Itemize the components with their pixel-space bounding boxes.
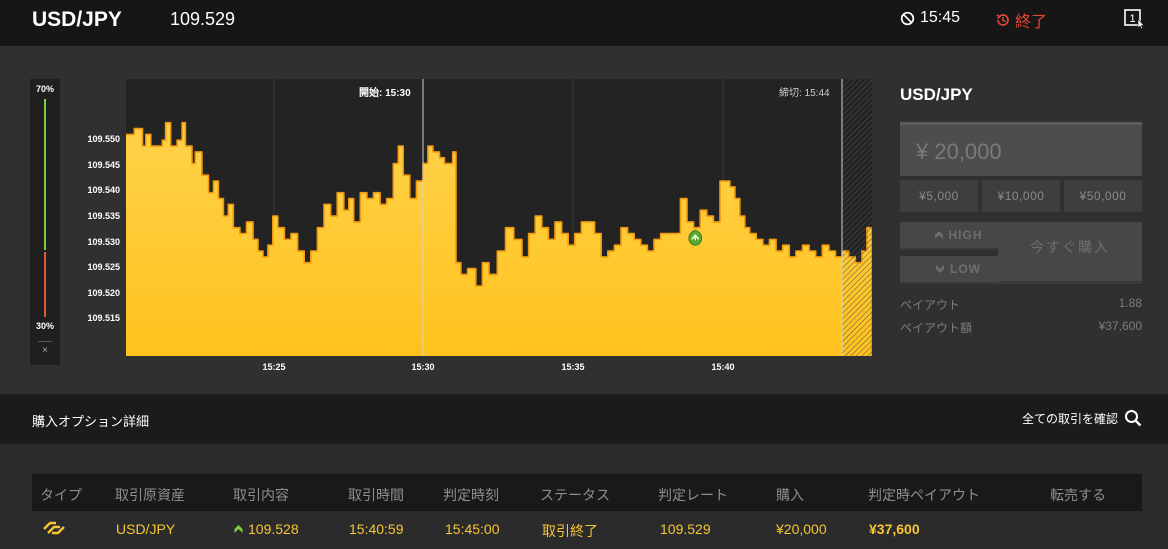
asset-cell: USD/JPY	[116, 521, 176, 537]
table-row[interactable]: USD/JPY 109.528 15:40:59 15:45:00 取引終了 1…	[32, 511, 1142, 549]
column-header: ステータス	[540, 487, 610, 503]
current-rate: 109.529	[170, 9, 236, 29]
prohibited-clock-icon	[900, 11, 915, 25]
payout-amount-row: ペイアウト額 ¥37,600	[900, 319, 1142, 336]
status-cell: 取引終了	[542, 523, 598, 539]
column-header: 判定時刻	[443, 487, 499, 503]
timer-value: 15:45	[920, 9, 961, 26]
top-bar: USD/JPY 109.529 15:45 終了 1	[0, 0, 1168, 46]
column-header: 判定時ペイアウト	[868, 487, 980, 503]
judge-time-cell: 15:45:00	[445, 521, 500, 537]
end-button[interactable]: 終了	[995, 8, 1047, 32]
content-cell: 109.528	[233, 521, 299, 537]
start-time-label: 開始: 15:30	[359, 86, 411, 99]
y-tick-label: 109.545	[87, 160, 120, 170]
column-header: 取引内容	[233, 487, 289, 503]
price-chart[interactable]: 開始: 15:30 締切: 15:44	[126, 79, 872, 356]
y-tick-label: 109.520	[87, 288, 120, 298]
y-tick-label: 109.535	[87, 211, 120, 221]
close-ratio-button[interactable]: ×	[42, 345, 48, 356]
buy-now-button[interactable]: 今すぐ購入	[998, 222, 1142, 284]
x-tick-label: 15:35	[561, 362, 585, 372]
chip-10000-button[interactable]: ¥10,000	[982, 180, 1060, 212]
y-tick-label: 109.540	[87, 185, 120, 195]
confirm-all-label: 全ての取引を確認	[1021, 411, 1118, 426]
trades-table: タイプ 取引原資産 取引内容 取引時間 判定時刻 ステータス 判定レート 購入 …	[0, 444, 1168, 549]
high-ratio-label: 70%	[35, 84, 54, 94]
x-tick-label: 15:40	[711, 362, 735, 372]
sentiment-ratio: 70% 30% ×	[30, 79, 60, 365]
payout-cell: ¥37,600	[869, 521, 920, 537]
price-line	[126, 121, 872, 287]
end-label: 終了	[1015, 14, 1048, 31]
column-header: 取引時間	[348, 487, 404, 503]
y-tick-label: 109.525	[87, 262, 120, 272]
window-count: 1	[1129, 13, 1135, 25]
judge-rate-cell: 109.529	[660, 521, 711, 537]
column-header: 判定レート	[658, 487, 728, 503]
purchase-cell: ¥20,000	[776, 521, 827, 537]
purchase-marker-icon	[688, 229, 703, 246]
up-arrow-icon	[234, 525, 243, 533]
high-label: HIGH	[948, 228, 983, 242]
expiry-timer: 15:45	[900, 9, 960, 27]
y-axis-labels: 109.550 109.545 109.540 109.535 109.530 …	[70, 79, 120, 359]
low-label: LOW	[950, 262, 981, 276]
low-ratio-bar	[44, 252, 46, 317]
close-time-label: 締切: 15:44	[779, 86, 830, 99]
column-header: 取引原資産	[115, 487, 185, 503]
closed-zone	[842, 79, 872, 356]
history-icon	[996, 14, 1009, 26]
column-header: タイプ	[40, 487, 82, 503]
low-button[interactable]: LOW	[900, 256, 1016, 284]
y-tick-label: 109.515	[87, 313, 120, 323]
payout-value: 1.88	[1118, 296, 1142, 310]
x-tick-label: 15:30	[411, 362, 435, 372]
low-ratio-label: 30%	[35, 321, 54, 331]
price-area	[126, 122, 872, 356]
divider	[38, 341, 52, 342]
amount-input[interactable]: ¥ 20,000	[900, 122, 1142, 176]
y-tick-label: 109.550	[87, 134, 120, 144]
trade-time-cell: 15:40:59	[349, 521, 404, 537]
chip-50000-button[interactable]: ¥50,000	[1064, 180, 1142, 212]
up-arrow-icon	[934, 231, 943, 239]
x-tick-label: 15:25	[262, 362, 286, 372]
purchase-details-title: 購入オプション詳細	[32, 414, 150, 429]
payout-label: ペイアウト	[900, 298, 961, 312]
price-chart-svg: 開始: 15:30 締切: 15:44	[126, 79, 872, 356]
trade-type-icon	[43, 521, 65, 535]
order-asset-title: USD/JPY	[900, 85, 973, 104]
high-ratio-bar	[44, 99, 46, 250]
table-header: タイプ 取引原資産 取引内容 取引時間 判定時刻 ステータス 判定レート 購入 …	[32, 474, 1142, 511]
high-button[interactable]: HIGH	[900, 222, 1016, 250]
chip-5000-button[interactable]: ¥5,000	[900, 180, 978, 212]
asset-title: USD/JPY	[32, 8, 122, 31]
content-value: 109.528	[248, 521, 299, 537]
column-header: 転売する	[1050, 487, 1106, 503]
payout-row: ペイアウト 1.88	[900, 296, 1142, 313]
confirm-all-trades-link[interactable]: 全ての取引を確認	[1022, 409, 1142, 427]
payout-amount-label: ペイアウト額	[900, 321, 973, 335]
search-icon	[1125, 410, 1142, 427]
down-arrow-icon	[936, 265, 944, 273]
purchase-details-bar: 購入オプション詳細 全ての取引を確認	[0, 394, 1168, 444]
column-header: 購入	[776, 487, 804, 503]
y-tick-label: 109.530	[87, 237, 120, 247]
single-window-icon[interactable]: 1	[1124, 9, 1144, 29]
payout-amount-value: ¥37,600	[1098, 319, 1142, 333]
